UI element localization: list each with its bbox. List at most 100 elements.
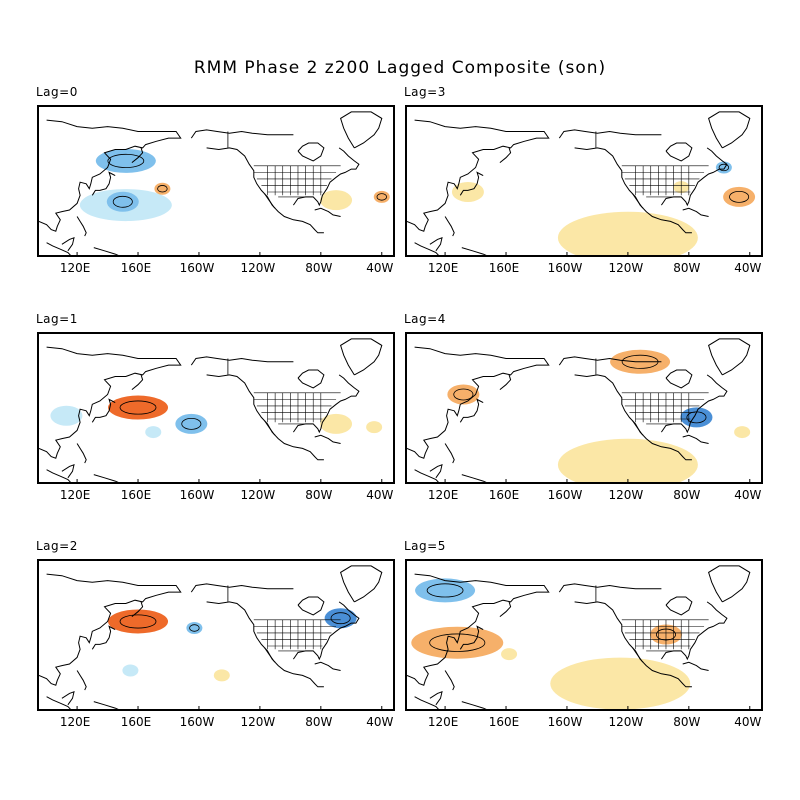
coastline bbox=[499, 147, 512, 163]
positive-anomaly-patch bbox=[320, 413, 353, 434]
coastline bbox=[461, 701, 487, 709]
map-frame bbox=[405, 559, 763, 711]
coastline bbox=[682, 207, 709, 217]
coastline bbox=[660, 147, 728, 207]
positive-anomaly-patch bbox=[373, 190, 390, 203]
coastline bbox=[407, 346, 550, 459]
coastline bbox=[76, 216, 87, 237]
positive-anomaly-patch bbox=[108, 609, 169, 634]
x-tick-label: 80W bbox=[305, 261, 333, 275]
coastline bbox=[429, 237, 443, 252]
x-axis-ticks: 120E 160E 160W 120W 80W 40W bbox=[37, 261, 395, 277]
coastline bbox=[558, 356, 662, 366]
x-tick-label: 120W bbox=[240, 488, 276, 502]
x-tick-label: 120W bbox=[608, 488, 644, 502]
coastline bbox=[558, 129, 662, 139]
x-tick-label: 80W bbox=[305, 488, 333, 502]
x-tick-label: 40W bbox=[366, 715, 394, 729]
x-tick-label: 160E bbox=[488, 261, 520, 275]
map-svg bbox=[407, 111, 756, 255]
map-panel: Lag=5 120E 160E 160W 120W 80W 40W bbox=[404, 539, 763, 729]
x-tick-label: 80W bbox=[673, 715, 701, 729]
panel-label: Lag=4 bbox=[404, 312, 446, 326]
coastline bbox=[340, 111, 383, 149]
coastline bbox=[46, 696, 71, 709]
positive-anomaly-patch bbox=[447, 384, 480, 405]
coastline bbox=[660, 601, 728, 661]
map-panel: Lag=4 120E 160E 160W 120W 80W 40W bbox=[404, 312, 763, 502]
coastline bbox=[91, 398, 116, 423]
x-tick-label: 80W bbox=[673, 261, 701, 275]
contour-line bbox=[429, 633, 486, 652]
coastline bbox=[708, 338, 751, 376]
coastline bbox=[665, 142, 693, 162]
coastline bbox=[407, 119, 550, 232]
contour-line bbox=[189, 624, 200, 632]
x-axis-ticks: 120E 160E 160W 120W 80W 40W bbox=[405, 488, 763, 504]
negative-anomaly-patch bbox=[680, 407, 713, 428]
coastline bbox=[632, 420, 644, 436]
x-tick-label: 120E bbox=[427, 715, 459, 729]
coastline bbox=[93, 701, 119, 709]
coastline bbox=[264, 193, 276, 209]
x-tick-label: 160E bbox=[488, 488, 520, 502]
positive-anomaly-patch bbox=[451, 181, 484, 202]
coastline bbox=[461, 247, 487, 255]
x-axis-ticks: 120E 160E 160W 120W 80W 40W bbox=[37, 488, 395, 504]
coastline bbox=[429, 691, 443, 706]
panel-label: Lag=2 bbox=[36, 539, 78, 553]
coastline bbox=[682, 661, 709, 671]
negative-anomaly-patch bbox=[415, 578, 476, 603]
coastline bbox=[414, 242, 439, 255]
coastline bbox=[340, 338, 383, 376]
negative-anomaly-patch bbox=[106, 191, 139, 212]
coastline bbox=[340, 565, 383, 603]
positive-anomaly-patch bbox=[154, 182, 171, 195]
x-tick-label: 120W bbox=[240, 715, 276, 729]
coastline bbox=[461, 474, 487, 482]
negative-anomaly-patch bbox=[186, 622, 203, 635]
coastline bbox=[39, 573, 182, 686]
map-frame bbox=[405, 105, 763, 257]
negative-anomaly-patch bbox=[122, 664, 139, 677]
x-tick-label: 80W bbox=[305, 715, 333, 729]
x-tick-label: 40W bbox=[734, 488, 762, 502]
coastline bbox=[459, 625, 484, 650]
positive-anomaly-patch bbox=[557, 211, 698, 255]
map-svg bbox=[39, 565, 383, 709]
map-frame bbox=[405, 332, 763, 484]
coastline bbox=[206, 147, 324, 234]
coastline bbox=[264, 420, 276, 436]
x-tick-label: 120W bbox=[608, 261, 644, 275]
coastline bbox=[61, 237, 75, 252]
coastline bbox=[46, 242, 71, 255]
negative-anomaly-patch bbox=[175, 413, 208, 434]
map-frame bbox=[37, 559, 395, 711]
map-frame bbox=[37, 105, 395, 257]
coastline bbox=[91, 625, 116, 650]
x-tick-label: 80W bbox=[673, 488, 701, 502]
x-tick-label: 160W bbox=[179, 488, 215, 502]
coastline bbox=[407, 573, 550, 686]
coastline bbox=[459, 171, 484, 196]
x-tick-label: 120E bbox=[427, 261, 459, 275]
x-tick-label: 40W bbox=[366, 261, 394, 275]
coastline bbox=[93, 247, 119, 255]
x-tick-label: 160W bbox=[179, 715, 215, 729]
positive-anomaly-patch bbox=[734, 426, 751, 439]
coastline bbox=[414, 696, 439, 709]
x-tick-label: 120W bbox=[240, 261, 276, 275]
coastline bbox=[314, 661, 341, 671]
x-tick-label: 160W bbox=[179, 261, 215, 275]
contour-line bbox=[718, 163, 730, 172]
x-tick-label: 120W bbox=[608, 715, 644, 729]
positive-anomaly-patch bbox=[723, 186, 756, 207]
negative-anomaly-patch bbox=[145, 426, 162, 439]
negative-anomaly-patch bbox=[715, 161, 732, 174]
figure-title: RMM Phase 2 z200 Lagged Composite (son) bbox=[193, 58, 607, 78]
coastline bbox=[190, 356, 294, 366]
coastline bbox=[292, 147, 360, 207]
contour-line bbox=[181, 417, 202, 430]
contour-line bbox=[729, 190, 750, 203]
contour-line bbox=[119, 400, 157, 415]
